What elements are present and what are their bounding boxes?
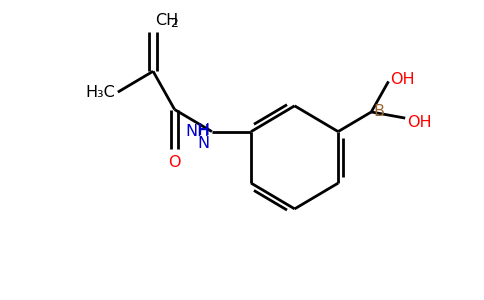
- Text: OH: OH: [407, 115, 432, 130]
- Text: B: B: [373, 104, 384, 119]
- Text: N: N: [197, 136, 209, 152]
- Text: 2: 2: [170, 16, 178, 30]
- Text: H: H: [197, 123, 209, 138]
- Text: H₃C: H₃C: [86, 85, 116, 100]
- Text: CH: CH: [155, 13, 179, 28]
- Text: OH: OH: [391, 72, 415, 87]
- Text: O: O: [168, 155, 181, 170]
- Text: NH: NH: [186, 124, 210, 139]
